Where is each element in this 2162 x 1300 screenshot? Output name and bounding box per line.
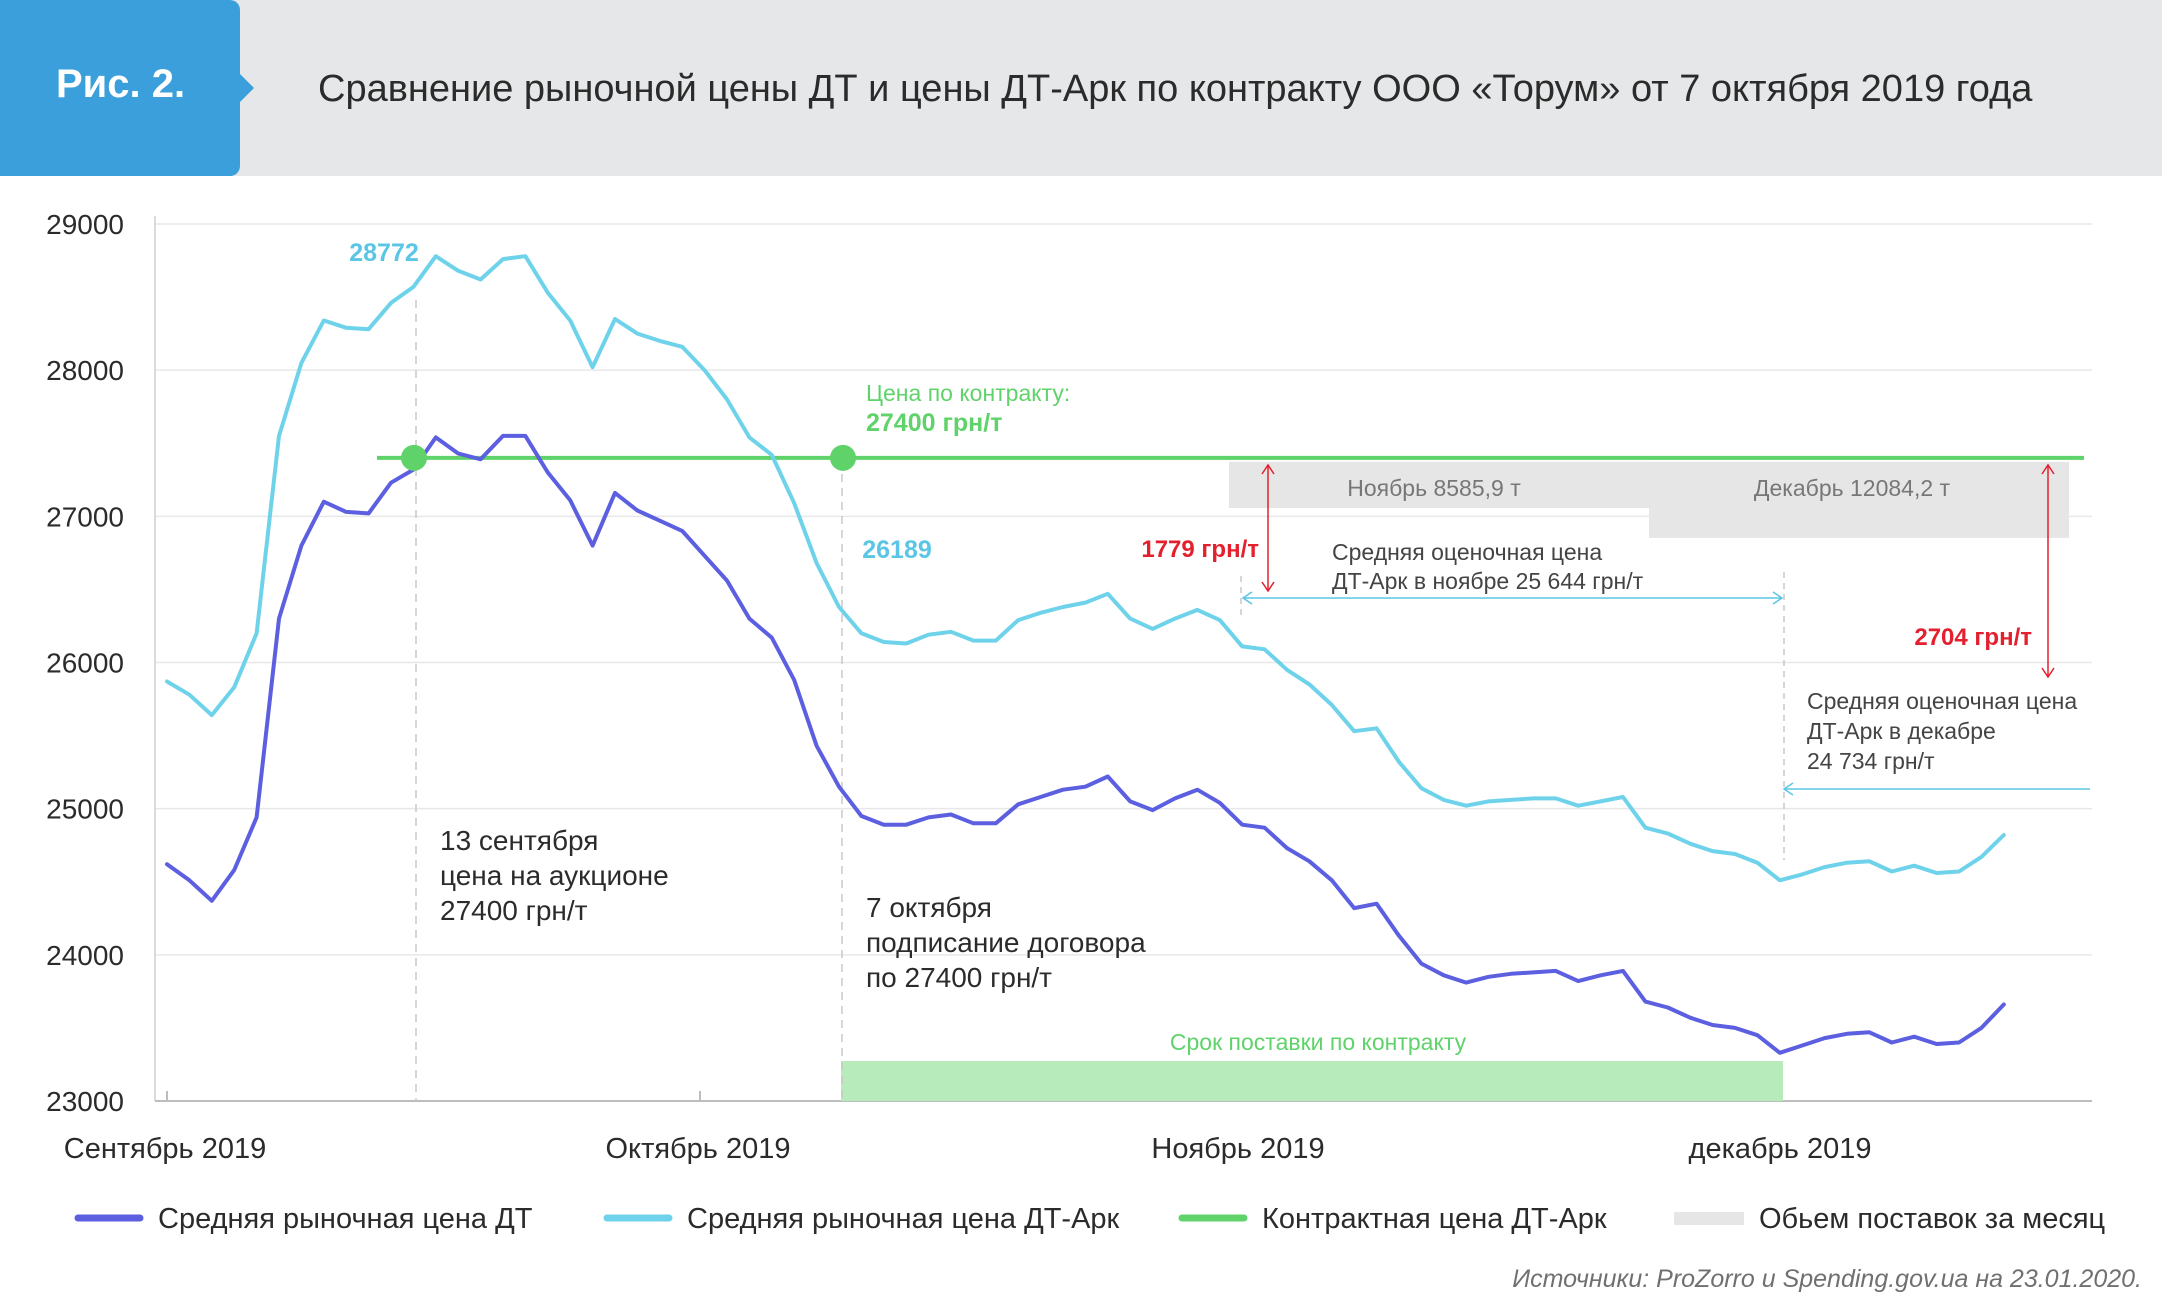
source-note: Источники: ProZorro и Spending.gov.ua на…	[1512, 1265, 2142, 1293]
annotation-sep13-line1: 13 сентября	[440, 825, 598, 856]
series-line-dt	[165, 433, 2006, 1055]
y-tick-label: 25000	[46, 794, 124, 825]
header-bar	[0, 0, 2162, 176]
average-range-arrow-november-head-right	[1772, 591, 1784, 605]
volume-label-november: Ноябрь 8585,9 т	[1347, 475, 1521, 501]
difference-label-november: 1779 грн/т	[1141, 536, 1259, 563]
average-december-line3: 24 734 грн/т	[1807, 748, 1935, 774]
label-peak-value: 28772	[349, 239, 419, 267]
legend-swatch-volume	[1674, 1212, 1744, 1225]
difference-arrow-december-head-bottom	[2041, 667, 2055, 679]
difference-label-december: 2704 грн/т	[1914, 624, 2032, 651]
contract-price-caption: Цена по контракту:	[866, 380, 1070, 406]
contract-dot-sep13	[401, 444, 427, 471]
x-tick-label: Октябрь 2019	[606, 1133, 791, 1165]
x-tick-label: Сентябрь 2019	[64, 1133, 267, 1165]
series-line-dt-ark	[165, 254, 2006, 883]
delivery-period-bar	[841, 1061, 1783, 1101]
average-december-line1: Средняя оценочная цена	[1807, 688, 2077, 714]
average-range-arrow-november-head-left	[1241, 591, 1253, 605]
x-tick-label: декабрь 2019	[1689, 1133, 1872, 1165]
legend-label-volume: Обьем поставок за месяц	[1759, 1203, 2105, 1235]
difference-arrow-november-head-top	[1261, 463, 1275, 475]
average-november-line2: ДТ-Арк в ноябре 25 644 грн/т	[1332, 568, 1644, 594]
delivery-period-label: Срок поставки по контракту	[1170, 1029, 1467, 1055]
legend-label-dt: Средняя рыночная цена ДТ	[158, 1203, 533, 1235]
y-tick-label: 23000	[46, 1086, 124, 1117]
difference-arrow-november-head-bottom	[1261, 581, 1275, 593]
figure-badge-arrow	[240, 74, 254, 102]
y-tick-label: 27000	[46, 501, 124, 532]
y-tick-label: 29000	[46, 209, 124, 240]
chart-title: Сравнение рыночной цены ДТ и цены ДТ-Арк…	[318, 68, 2033, 110]
y-tick-label: 24000	[46, 940, 124, 971]
contract-dot-oct7	[830, 444, 856, 471]
y-tick-label: 26000	[46, 648, 124, 679]
volume-label-december: Декабрь 12084,2 т	[1754, 475, 1951, 501]
annotation-oct7-line1: 7 октября	[866, 892, 992, 923]
volume-bar-december	[1649, 461, 2069, 538]
annotation-oct7-line2: подписание договора	[866, 927, 1146, 958]
contract-price-value: 27400 грн/т	[866, 409, 1002, 437]
average-range-arrow-december-head-left	[1782, 782, 1794, 796]
x-tick-label: Ноябрь 2019	[1151, 1133, 1324, 1165]
figure-label: Рис. 2.	[56, 62, 186, 106]
difference-arrow-december-head-top	[2041, 463, 2055, 475]
y-tick-label: 28000	[46, 355, 124, 386]
legend-label-dt-ark: Средняя рыночная цена ДТ-Арк	[687, 1203, 1120, 1235]
average-december-line2: ДТ-Арк в декабре	[1807, 718, 1996, 744]
annotation-sep13-line3: 27400 грн/т	[440, 895, 588, 926]
label-oct7-value: 26189	[862, 536, 932, 564]
annotation-sep13-line2: цена на аукционе	[440, 860, 669, 891]
annotation-oct7-line3: по 27400 грн/т	[866, 962, 1052, 993]
volume-bar-november-body	[1229, 461, 1649, 508]
average-november-line1: Средняя оценочная цена	[1332, 539, 1602, 565]
legend-label-contract: Контрактная цена ДТ-Арк	[1262, 1203, 1607, 1235]
figure-badge	[0, 0, 240, 176]
